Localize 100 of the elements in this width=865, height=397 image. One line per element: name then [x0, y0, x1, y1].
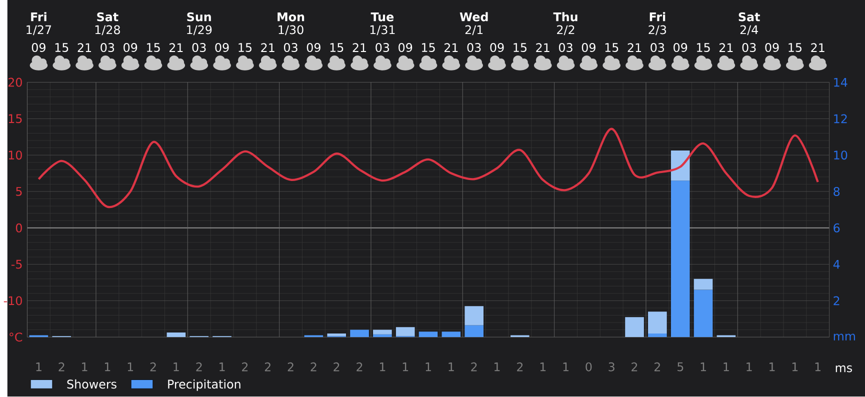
text: 1: [174, 362, 179, 372]
y2-tick-label: 4: [833, 260, 840, 269]
y2-tick-label: 2: [834, 296, 840, 306]
bar: [694, 279, 713, 290]
bar: [670, 180, 690, 338]
text: 2: [632, 362, 638, 372]
x2-tick-label: Fri 1/27: [26, 12, 52, 36]
bar: [648, 312, 667, 334]
text: 0: [586, 362, 592, 372]
text: 2: [150, 362, 156, 372]
text: 2: [654, 362, 660, 372]
text: 2: [242, 362, 248, 372]
x-tick-label: 09: [306, 43, 320, 52]
bar: [648, 334, 667, 338]
text: 2: [517, 362, 523, 372]
x-tick-label: 15: [147, 43, 160, 52]
y2-tick-label: 12: [834, 114, 847, 124]
x-tick-label: 03: [284, 43, 298, 52]
x-tick-label: 21: [444, 43, 458, 52]
y-tick-label: 10: [8, 150, 22, 160]
x-tick-label: 21: [628, 43, 641, 52]
y-tick-label: °C: [10, 332, 22, 342]
text: 1: [700, 362, 706, 372]
y-tick-label: 15: [8, 114, 22, 124]
y2-tick-label: 6: [834, 224, 840, 233]
bar: [464, 325, 484, 338]
y-tick-label: 0: [16, 224, 22, 233]
x-tick-label: 15: [330, 43, 344, 52]
x2-tick-label: Tue 1/31: [370, 12, 395, 36]
x-tick-label: 09: [124, 43, 138, 52]
bar: [396, 327, 415, 336]
x2-tick-label: Sun 1/29: [187, 12, 212, 36]
text: 1: [380, 362, 386, 372]
text: 1: [724, 362, 729, 372]
text: 1: [426, 362, 431, 372]
x2-tick-label: Thu 2/2: [553, 12, 578, 36]
x-tick-label: 09: [674, 43, 688, 52]
text: 1: [402, 362, 408, 372]
text: 1: [563, 362, 568, 372]
text: 2: [288, 362, 294, 372]
x-tick-label: 15: [605, 43, 618, 52]
x-tick-label: 15: [422, 43, 435, 52]
x2-tick-label: Mon 1/30: [278, 12, 304, 36]
x-tick-label: 03: [100, 43, 114, 52]
text: 1: [815, 362, 820, 372]
x-tick-label: 03: [650, 43, 664, 52]
bar: [464, 306, 484, 326]
x-tick-label: 09: [32, 43, 46, 52]
text: 1: [104, 362, 110, 372]
legend-label: Precipitation: [168, 380, 240, 392]
text: 1: [128, 362, 134, 372]
text: 1: [448, 362, 454, 372]
text: 1: [746, 362, 752, 372]
y-tick-label: 20: [8, 78, 22, 87]
text: 1: [770, 362, 775, 372]
text: 2: [471, 362, 477, 372]
x-tick-label: 03: [192, 43, 206, 52]
x-tick-label: 21: [261, 43, 274, 52]
text: 1: [792, 362, 798, 372]
x-tick-label: 21: [169, 43, 183, 52]
x2-tick-label: Sat 2/4: [738, 12, 760, 36]
y2-tick-label: 10: [834, 150, 848, 160]
x-tick-label: 15: [55, 43, 68, 52]
text: 1: [220, 362, 225, 372]
x-tick-label: 09: [398, 43, 412, 52]
text: 2: [58, 362, 64, 372]
line-series: [38, 128, 819, 208]
x-tick-label: 21: [811, 43, 824, 52]
text: 1: [36, 362, 42, 372]
text: 2: [310, 362, 316, 372]
bar: [373, 330, 392, 335]
text: ms: [836, 366, 852, 372]
x2-tick-label: Sat 1/28: [95, 12, 120, 36]
x-tick-label: 03: [376, 43, 390, 52]
y-tick-label: 5: [16, 187, 22, 196]
bar: [327, 334, 346, 336]
x-tick-label: 03: [558, 43, 572, 52]
text: 2: [196, 362, 202, 372]
text: 2: [334, 362, 340, 372]
x-tick-label: 09: [215, 43, 229, 52]
x-tick-label: 15: [697, 43, 710, 52]
bar: [418, 332, 438, 338]
x2-tick-label: Wed 2/1: [460, 12, 488, 36]
bar: [350, 330, 369, 338]
x-tick-label: 21: [719, 43, 733, 52]
x-tick-label: 09: [765, 43, 779, 52]
x-tick-label: 15: [788, 43, 802, 52]
bar: [166, 332, 186, 338]
x-tick-label: 09: [582, 43, 596, 52]
x-tick-label: 09: [490, 43, 504, 52]
x2-tick-label: Fri 2/3: [648, 12, 666, 36]
bar: [442, 332, 461, 338]
text: 2: [356, 362, 362, 372]
legend-label: Showers: [67, 380, 116, 389]
text: 2: [264, 362, 270, 372]
x-tick-label: 21: [78, 43, 91, 52]
x-tick-label: 21: [352, 43, 366, 52]
x-tick-label: 21: [536, 43, 550, 52]
x-tick-label: 03: [742, 43, 756, 52]
bar: [694, 290, 713, 338]
